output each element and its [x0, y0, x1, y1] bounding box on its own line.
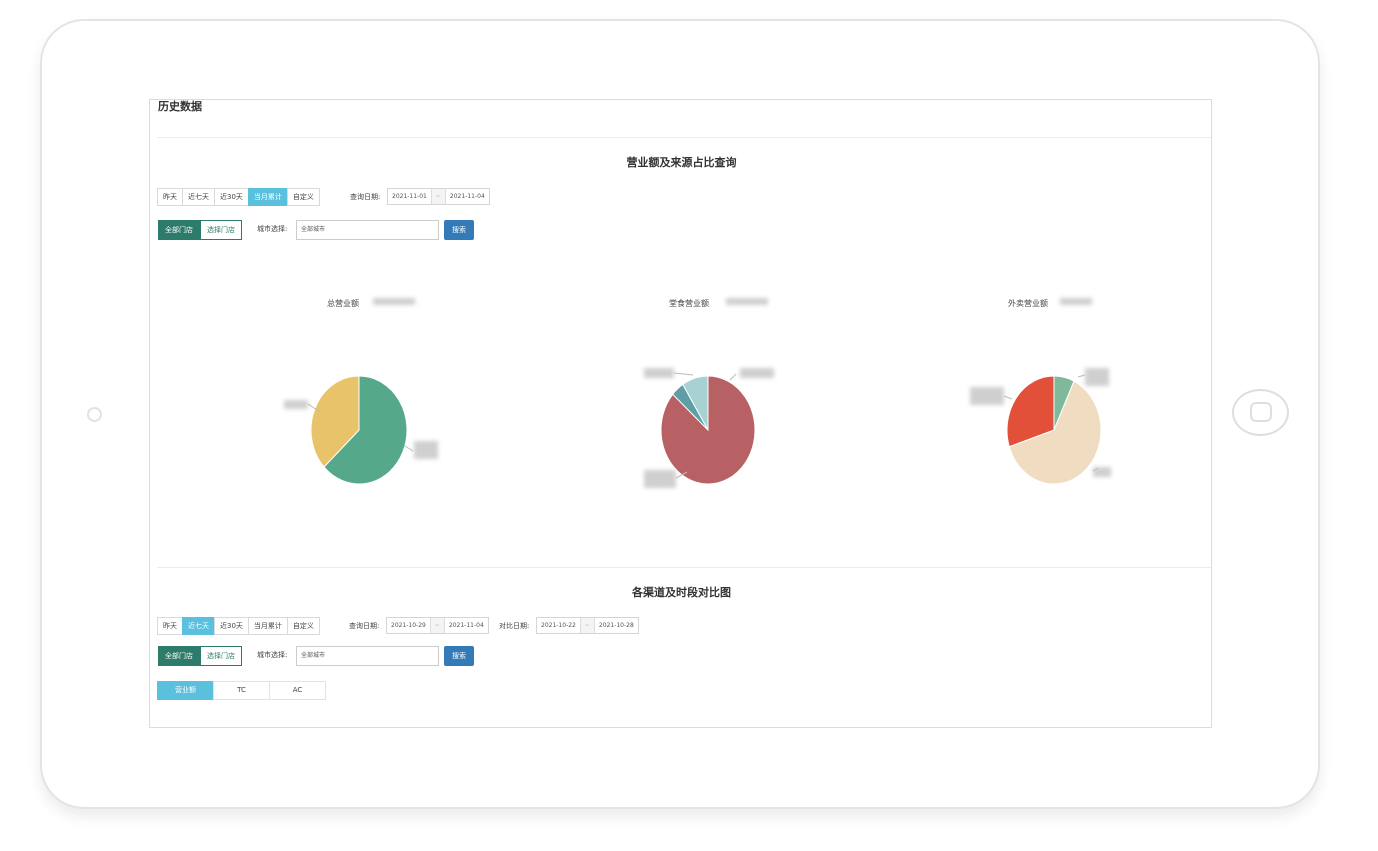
- chart3-value-blurred: [1060, 298, 1092, 305]
- section2-query-label: 查询日期:: [349, 622, 380, 630]
- section2-compare-sep: ~: [579, 618, 595, 633]
- tab-custom[interactable]: 自定义: [286, 188, 320, 206]
- section2-date-start[interactable]: 2021-10-29: [391, 622, 426, 629]
- section1-store-toggle: 全部门店 选择门店: [158, 220, 242, 240]
- chart3-title: 外卖营业额: [1008, 299, 1048, 308]
- history-title: 历史数据: [158, 100, 202, 113]
- section1-date-start[interactable]: 2021-11-01: [392, 193, 427, 200]
- section2-period-tabs: 昨天 近七天 近30天 当月累计 自定义: [157, 617, 320, 635]
- section2-compare-range[interactable]: 2021-10-22 ~ 2021-10-28: [536, 617, 639, 634]
- chart3-label-blurred: [1085, 368, 1109, 386]
- section2-date-sep: ~: [429, 618, 445, 633]
- chart3-label-blurred: [1093, 467, 1111, 477]
- chart2-label-blurred: [644, 470, 676, 488]
- leader-lines: [307, 372, 1099, 479]
- pie-slice[interactable]: [1006, 375, 1055, 448]
- section2-city-input[interactable]: 全部城市: [296, 646, 439, 666]
- section2-date-end[interactable]: 2021-11-04: [448, 622, 484, 629]
- camera-icon: [87, 407, 102, 422]
- section1-store-select[interactable]: 选择门店: [200, 220, 242, 240]
- section2-store-select[interactable]: 选择门店: [200, 646, 242, 666]
- tab-7days[interactable]: 近七天: [182, 617, 215, 635]
- pie-chart-total[interactable]: [310, 375, 408, 485]
- tab-30days[interactable]: 近30天: [214, 617, 249, 635]
- section1-date-range[interactable]: 2021-11-01 ~ 2021-11-04: [387, 188, 490, 205]
- chart2-label-blurred: [644, 368, 674, 378]
- section1-query-label: 查询日期:: [350, 193, 381, 201]
- section2-store-toggle: 全部门店 选择门店: [158, 646, 242, 666]
- metric-tab-revenue[interactable]: 营业额: [157, 681, 214, 700]
- app-screen: 历史数据 营业额及来源占比查询 昨天 近七天 近30天 当月累计 自定义 查询日…: [149, 99, 1212, 728]
- section1-date-end[interactable]: 2021-11-04: [449, 193, 485, 200]
- chart2-value-blurred: [726, 298, 768, 305]
- chart2-title: 堂食营业额: [669, 299, 709, 308]
- pie-slice[interactable]: [323, 375, 408, 485]
- home-square-icon: [1250, 402, 1272, 422]
- chart1-value-blurred: [373, 298, 415, 305]
- section1-city-input[interactable]: 全部城市: [296, 220, 439, 240]
- pie-charts: [307, 372, 1102, 485]
- section1-store-all[interactable]: 全部门店: [158, 220, 200, 240]
- pie-chart-dinein[interactable]: [660, 375, 756, 485]
- home-button[interactable]: [1232, 389, 1289, 436]
- metric-tab-tc[interactable]: TC: [213, 681, 270, 700]
- chart1-title: 总营业额: [327, 299, 359, 308]
- metric-tabs: 营业额 TC AC: [157, 681, 326, 700]
- section2-store-all[interactable]: 全部门店: [158, 646, 200, 666]
- section1-title: 营业额及来源占比查询: [626, 156, 737, 169]
- metric-tab-ac[interactable]: AC: [269, 681, 326, 700]
- chart1-label-blurred: [414, 441, 438, 459]
- section1-period-tabs: 昨天 近七天 近30天 当月累计 自定义: [157, 188, 320, 206]
- section2-compare-start[interactable]: 2021-10-22: [541, 622, 576, 629]
- section2-city-label: 城市选择:: [257, 651, 288, 659]
- section2-compare-end[interactable]: 2021-10-28: [598, 622, 634, 629]
- section1-search-button[interactable]: 搜索: [444, 220, 474, 240]
- divider-middle: [157, 567, 1211, 568]
- chart2-label-blurred: [740, 368, 774, 378]
- tab-yesterday[interactable]: 昨天: [157, 188, 183, 206]
- chart3-label-blurred: [970, 387, 1004, 405]
- section2-date-range[interactable]: 2021-10-29 ~ 2021-11-04: [386, 617, 489, 634]
- section2-search-button[interactable]: 搜索: [444, 646, 474, 666]
- chart1-label-blurred: [284, 400, 308, 409]
- divider-top: [157, 137, 1211, 138]
- pie-slice[interactable]: [1008, 380, 1102, 485]
- pie-slice[interactable]: [682, 375, 709, 431]
- section1-city-label: 城市选择:: [257, 225, 288, 233]
- section1-date-sep: ~: [430, 189, 446, 204]
- tab-custom[interactable]: 自定义: [286, 617, 320, 635]
- tab-yesterday[interactable]: 昨天: [157, 617, 183, 635]
- section2-compare-label: 对比日期:: [499, 622, 530, 630]
- tab-month[interactable]: 当月累计: [247, 617, 288, 635]
- section2-title: 各渠道及时段对比图: [632, 586, 731, 599]
- pie-chart-delivery[interactable]: [1006, 375, 1102, 485]
